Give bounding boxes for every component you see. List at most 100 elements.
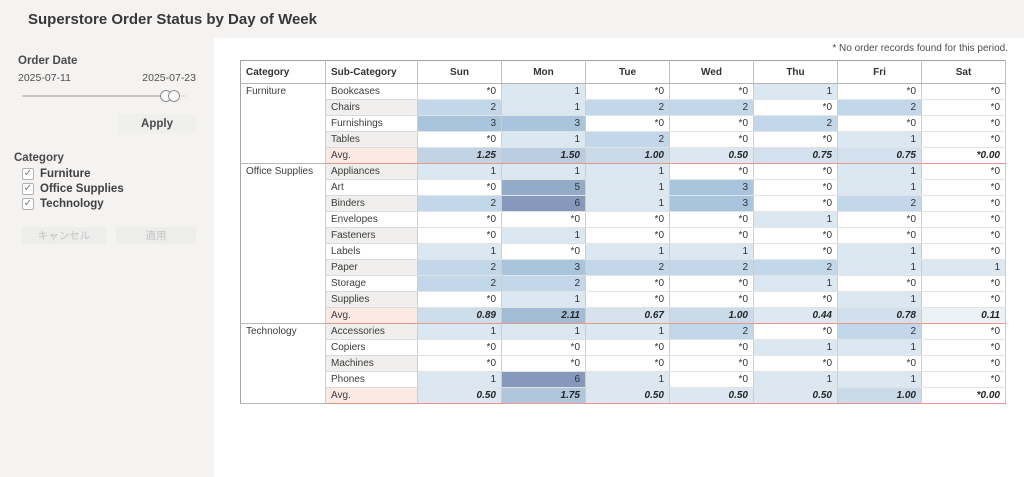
value-cell-tue[interactable]: *0: [585, 339, 670, 356]
value-cell-sat[interactable]: *0: [921, 115, 1006, 132]
category-option-office-supplies[interactable]: ✓ Office Supplies: [22, 182, 124, 195]
value-cell-sun[interactable]: 1: [417, 243, 502, 260]
value-cell-sat[interactable]: 1: [921, 259, 1006, 276]
value-cell-sat[interactable]: *0.00: [921, 387, 1006, 404]
checkbox-checked-icon[interactable]: ✓: [22, 197, 34, 210]
value-cell-tue[interactable]: *0: [585, 211, 670, 228]
value-cell-mon[interactable]: 1: [501, 83, 586, 100]
subcategory-label[interactable]: Appliances: [325, 163, 418, 180]
value-cell-sat[interactable]: *0: [921, 179, 1006, 196]
value-cell-tue[interactable]: 0.50: [585, 387, 670, 404]
subcategory-label[interactable]: Envelopes: [325, 211, 418, 228]
value-cell-wed[interactable]: *0: [669, 291, 754, 308]
value-cell-fri[interactable]: 0.78: [837, 307, 922, 324]
value-cell-tue[interactable]: *0: [585, 275, 670, 292]
value-cell-sun[interactable]: *0: [417, 339, 502, 356]
subcategory-label[interactable]: Accessories: [325, 323, 418, 340]
value-cell-sat[interactable]: *0: [921, 195, 1006, 212]
value-cell-mon[interactable]: 6: [501, 195, 586, 212]
value-cell-wed[interactable]: 2: [669, 99, 754, 116]
value-cell-sun[interactable]: 1: [417, 371, 502, 388]
value-cell-tue[interactable]: *0: [585, 83, 670, 100]
value-cell-mon[interactable]: 1: [501, 291, 586, 308]
value-cell-fri[interactable]: 1: [837, 339, 922, 356]
value-cell-thu[interactable]: 1: [753, 339, 838, 356]
value-cell-mon[interactable]: 1: [501, 163, 586, 180]
subcategory-label[interactable]: Labels: [325, 243, 418, 260]
value-cell-fri[interactable]: 1: [837, 131, 922, 148]
value-cell-mon[interactable]: *0: [501, 211, 586, 228]
avg-label[interactable]: Avg.: [325, 147, 418, 164]
value-cell-thu[interactable]: *0: [753, 355, 838, 372]
value-cell-sat[interactable]: *0: [921, 323, 1006, 340]
category-option-technology[interactable]: ✓ Technology: [22, 197, 124, 210]
value-cell-sun[interactable]: *0: [417, 131, 502, 148]
apply-jp-button[interactable]: 適用: [116, 227, 196, 244]
subcategory-label[interactable]: Chairs: [325, 99, 418, 116]
value-cell-mon[interactable]: 1: [501, 131, 586, 148]
value-cell-mon[interactable]: *0: [501, 355, 586, 372]
value-cell-wed[interactable]: *0: [669, 227, 754, 244]
value-cell-thu[interactable]: 1: [753, 371, 838, 388]
value-cell-fri[interactable]: 1: [837, 243, 922, 260]
subcategory-label[interactable]: Binders: [325, 195, 418, 212]
apply-button[interactable]: Apply: [118, 114, 196, 133]
value-cell-thu[interactable]: *0: [753, 243, 838, 260]
value-cell-tue[interactable]: 2: [585, 99, 670, 116]
slider-handle-end[interactable]: [168, 90, 180, 102]
value-cell-tue[interactable]: 0.67: [585, 307, 670, 324]
value-cell-fri[interactable]: 2: [837, 195, 922, 212]
value-cell-sun[interactable]: 1.25: [417, 147, 502, 164]
value-cell-tue[interactable]: *0: [585, 227, 670, 244]
value-cell-sat[interactable]: *0: [921, 211, 1006, 228]
avg-label[interactable]: Avg.: [325, 387, 418, 404]
value-cell-sun[interactable]: 1: [417, 163, 502, 180]
value-cell-fri[interactable]: *0: [837, 275, 922, 292]
value-cell-sun[interactable]: *0: [417, 83, 502, 100]
value-cell-wed[interactable]: 1: [669, 243, 754, 260]
value-cell-mon[interactable]: *0: [501, 339, 586, 356]
value-cell-tue[interactable]: 1: [585, 371, 670, 388]
value-cell-wed[interactable]: 3: [669, 179, 754, 196]
value-cell-wed[interactable]: *0: [669, 339, 754, 356]
value-cell-wed[interactable]: 0.50: [669, 387, 754, 404]
value-cell-wed[interactable]: 0.50: [669, 147, 754, 164]
category-label-furniture[interactable]: Furniture: [240, 83, 326, 164]
value-cell-sat[interactable]: *0: [921, 163, 1006, 180]
value-cell-sat[interactable]: *0: [921, 371, 1006, 388]
value-cell-sun[interactable]: 1: [417, 323, 502, 340]
value-cell-fri[interactable]: 1.00: [837, 387, 922, 404]
category-label-office-supplies[interactable]: Office Supplies: [240, 163, 326, 324]
subcategory-label[interactable]: Supplies: [325, 291, 418, 308]
value-cell-mon[interactable]: *0: [501, 243, 586, 260]
value-cell-sun[interactable]: *0: [417, 355, 502, 372]
value-cell-sat[interactable]: *0.00: [921, 147, 1006, 164]
value-cell-fri[interactable]: 1: [837, 291, 922, 308]
value-cell-tue[interactable]: 2: [585, 259, 670, 276]
value-cell-sun[interactable]: *0: [417, 227, 502, 244]
value-cell-tue[interactable]: *0: [585, 115, 670, 132]
value-cell-mon[interactable]: 1: [501, 227, 586, 244]
value-cell-tue[interactable]: 1: [585, 179, 670, 196]
value-cell-thu[interactable]: 2: [753, 115, 838, 132]
value-cell-tue[interactable]: 1: [585, 243, 670, 260]
value-cell-thu[interactable]: *0: [753, 227, 838, 244]
value-cell-thu[interactable]: 1: [753, 211, 838, 228]
value-cell-wed[interactable]: *0: [669, 211, 754, 228]
subcategory-label[interactable]: Storage: [325, 275, 418, 292]
value-cell-sat[interactable]: *0: [921, 291, 1006, 308]
value-cell-tue[interactable]: 1: [585, 163, 670, 180]
value-cell-wed[interactable]: 3: [669, 195, 754, 212]
cancel-button[interactable]: キャンセル: [22, 227, 106, 244]
value-cell-thu[interactable]: 0.75: [753, 147, 838, 164]
subcategory-label[interactable]: Paper: [325, 259, 418, 276]
value-cell-mon[interactable]: 1.75: [501, 387, 586, 404]
value-cell-wed[interactable]: *0: [669, 115, 754, 132]
value-cell-sun[interactable]: 2: [417, 195, 502, 212]
value-cell-wed[interactable]: *0: [669, 131, 754, 148]
value-cell-sat[interactable]: *0: [921, 131, 1006, 148]
checkbox-checked-icon[interactable]: ✓: [22, 167, 34, 180]
subcategory-label[interactable]: Tables: [325, 131, 418, 148]
avg-label[interactable]: Avg.: [325, 307, 418, 324]
value-cell-sun[interactable]: 2: [417, 259, 502, 276]
